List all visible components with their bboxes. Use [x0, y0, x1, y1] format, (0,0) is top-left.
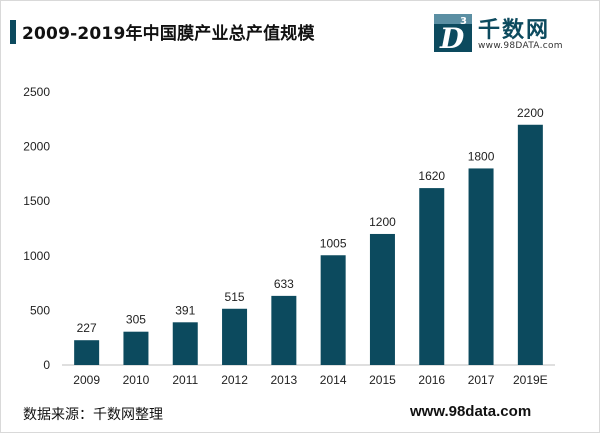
x-tick-label: 2011	[172, 373, 198, 387]
y-tick-label: 1000	[23, 249, 50, 263]
logo-mark-icon: D 3	[434, 14, 472, 55]
x-tick-label: 2014	[320, 373, 347, 387]
data-label: 1005	[320, 236, 347, 250]
x-tick-label: 2009	[73, 373, 100, 387]
data-label: 1800	[468, 149, 495, 163]
x-tick-label: 2015	[369, 373, 396, 387]
bar	[369, 233, 395, 365]
bar	[222, 308, 248, 365]
bar	[517, 124, 543, 365]
bar	[74, 340, 100, 365]
x-tick-label: 2017	[468, 373, 495, 387]
data-label: 633	[274, 277, 294, 291]
chart-title: 2009-2019年中国膜产业总产值规模	[22, 24, 315, 44]
bar	[271, 295, 297, 365]
title-accent-bar	[10, 20, 16, 44]
logo-name: 千数网	[478, 18, 551, 43]
x-tick-label: 2019E	[513, 373, 548, 387]
x-tick-label: 2012	[221, 373, 248, 387]
y-tick-label: 2500	[23, 85, 50, 99]
x-tick-label: 2013	[270, 373, 297, 387]
data-label: 391	[175, 303, 195, 317]
logo-mark-letter: D	[439, 22, 465, 55]
x-tick-label: 2010	[123, 373, 150, 387]
bar	[320, 255, 346, 365]
y-tick-label: 1500	[23, 194, 50, 208]
logo-mark-sup: 3	[460, 16, 467, 27]
bar	[172, 322, 198, 365]
data-label: 227	[77, 321, 97, 335]
bar	[468, 168, 494, 365]
data-label: 515	[225, 290, 245, 304]
data-label: 1200	[369, 215, 396, 229]
y-tick-label: 2000	[23, 140, 50, 154]
bar	[123, 331, 149, 365]
data-label: 1620	[418, 169, 445, 183]
data-label: 2200	[517, 106, 544, 120]
x-tick-label: 2016	[418, 373, 445, 387]
data-label: 305	[126, 313, 146, 327]
logo-url: www.98DATA.com	[478, 41, 563, 51]
y-tick-label: 0	[43, 358, 50, 372]
data-source: 数据来源：千数网整理	[23, 407, 163, 423]
bar	[419, 188, 445, 365]
y-tick-label: 500	[30, 303, 50, 317]
website-url: www.98data.com	[410, 403, 532, 420]
